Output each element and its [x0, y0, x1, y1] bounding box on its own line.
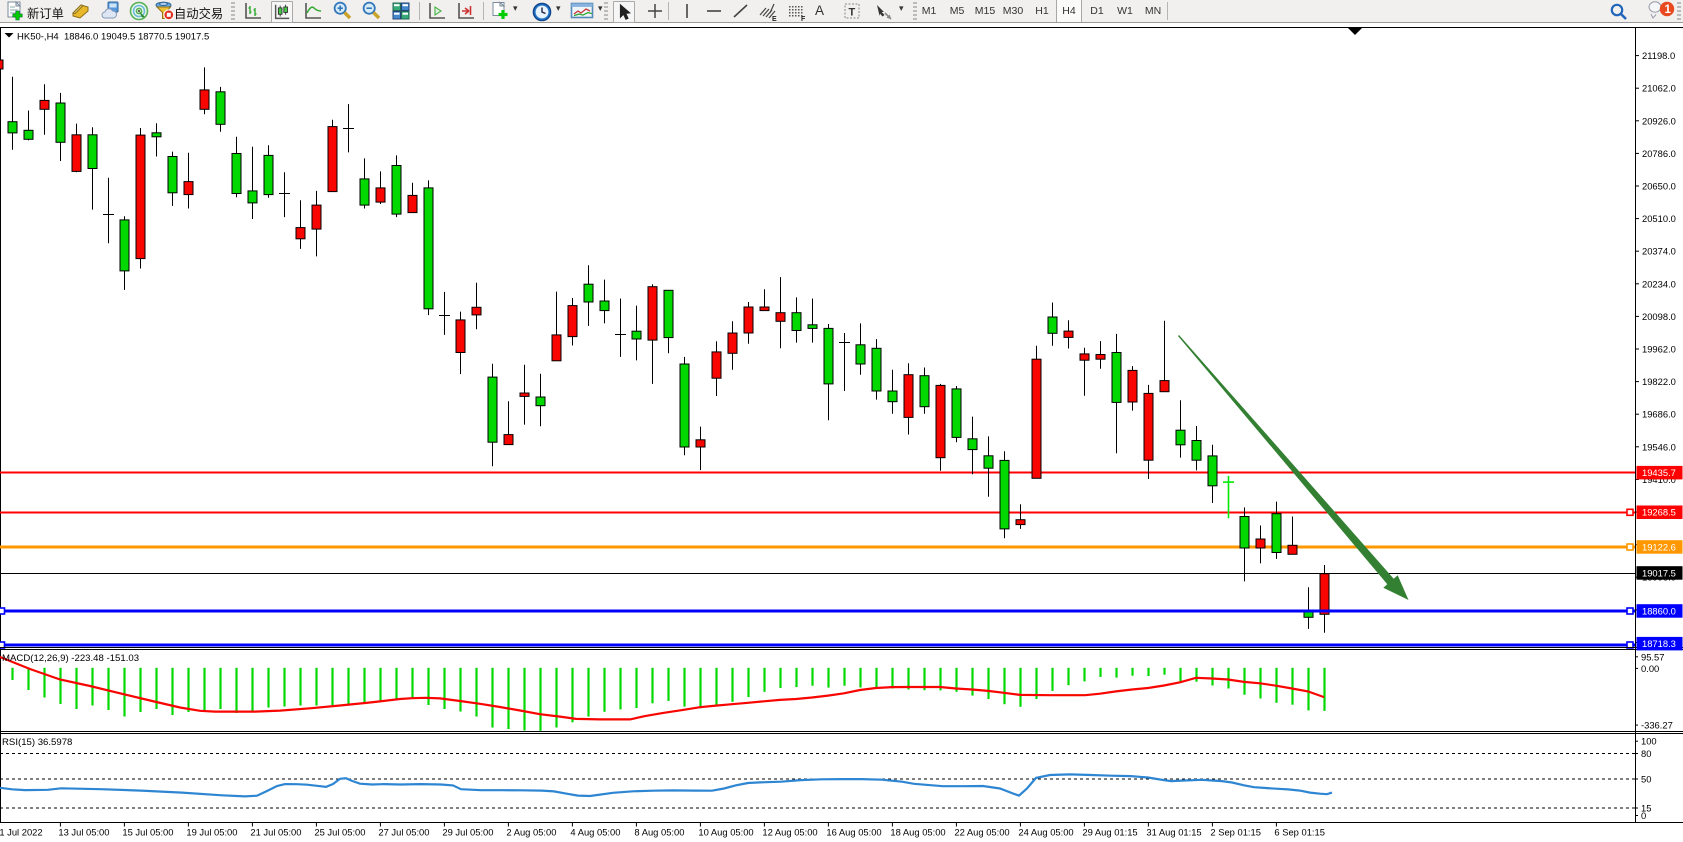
svg-text:19122.6: 19122.6: [1642, 541, 1676, 552]
svg-text:8 Aug 05:00: 8 Aug 05:00: [634, 827, 684, 838]
svg-text:50: 50: [1641, 774, 1651, 785]
svg-text:T: T: [849, 7, 856, 19]
svg-text:21062.0: 21062.0: [1642, 83, 1676, 94]
svg-text:100: 100: [1641, 736, 1657, 747]
svg-text:95.57: 95.57: [1641, 651, 1664, 662]
svg-text:16 Aug 05:00: 16 Aug 05:00: [826, 827, 881, 838]
svg-text:19017.5: 19017.5: [1642, 567, 1676, 578]
svg-text:12 Aug 05:00: 12 Aug 05:00: [762, 827, 817, 838]
svg-text:22 Aug 05:00: 22 Aug 05:00: [954, 827, 1009, 838]
svg-text:18718.3: 18718.3: [1642, 638, 1676, 649]
svg-text:25 Jul 05:00: 25 Jul 05:00: [314, 827, 365, 838]
svg-text:20510.0: 20510.0: [1642, 213, 1676, 224]
svg-text:19546.0: 19546.0: [1642, 441, 1676, 452]
svg-text:6 Sep 01:15: 6 Sep 01:15: [1274, 827, 1325, 838]
svg-text:E: E: [772, 16, 777, 23]
svg-text:19435.7: 19435.7: [1642, 467, 1676, 478]
svg-text:21198.0: 21198.0: [1642, 50, 1675, 61]
svg-text:MACD(12,26,9) -223.48 -151.03: MACD(12,26,9) -223.48 -151.03: [2, 653, 139, 664]
svg-text:4 Aug 05:00: 4 Aug 05:00: [570, 827, 620, 838]
svg-text:2 Sep 01:15: 2 Sep 01:15: [1210, 827, 1261, 838]
svg-text:13 Jul 05:00: 13 Jul 05:00: [58, 827, 109, 838]
svg-text:19962.0: 19962.0: [1642, 344, 1676, 355]
svg-text:80: 80: [1641, 748, 1651, 759]
svg-text:18 Aug 05:00: 18 Aug 05:00: [890, 827, 945, 838]
svg-text:19822.0: 19822.0: [1642, 376, 1676, 387]
svg-text:20374.0: 20374.0: [1642, 246, 1676, 257]
svg-text:19 Jul 05:00: 19 Jul 05:00: [186, 827, 237, 838]
svg-text:29 Aug 01:15: 29 Aug 01:15: [1082, 827, 1137, 838]
svg-text:F: F: [801, 16, 806, 23]
svg-text:19268.5: 19268.5: [1642, 507, 1676, 518]
svg-text:10 Aug 05:00: 10 Aug 05:00: [698, 827, 753, 838]
svg-text:2 Aug 05:00: 2 Aug 05:00: [506, 827, 556, 838]
svg-text:18860.0: 18860.0: [1642, 605, 1676, 616]
svg-text:27 Jul 05:00: 27 Jul 05:00: [378, 827, 429, 838]
svg-text:19686.0: 19686.0: [1642, 409, 1676, 420]
svg-text:11 Jul 2022: 11 Jul 2022: [0, 827, 43, 838]
svg-text:20926.0: 20926.0: [1642, 115, 1676, 126]
svg-text:21 Jul 05:00: 21 Jul 05:00: [250, 827, 301, 838]
svg-text:0.00: 0.00: [1641, 663, 1659, 674]
svg-text:24 Aug 05:00: 24 Aug 05:00: [1018, 827, 1073, 838]
svg-text:HK50-,H4 18846.0 19049.5 1877: HK50-,H4 18846.0 19049.5 18770.5 19017.5: [17, 32, 209, 43]
svg-text:29 Jul 05:00: 29 Jul 05:00: [442, 827, 493, 838]
svg-text:1: 1: [1665, 4, 1672, 16]
svg-text:-336.27: -336.27: [1641, 720, 1673, 731]
svg-text:20786.0: 20786.0: [1642, 148, 1676, 159]
svg-text:RSI(15) 36.5978: RSI(15) 36.5978: [2, 737, 72, 748]
svg-text:15 Jul 05:00: 15 Jul 05:00: [122, 827, 173, 838]
svg-text:15: 15: [1641, 803, 1651, 814]
svg-text:31 Aug 01:15: 31 Aug 01:15: [1146, 827, 1201, 838]
svg-text:0: 0: [1641, 810, 1646, 821]
svg-text:20650.0: 20650.0: [1642, 181, 1676, 192]
svg-text:20098.0: 20098.0: [1642, 311, 1676, 322]
svg-text:20234.0: 20234.0: [1642, 278, 1676, 289]
